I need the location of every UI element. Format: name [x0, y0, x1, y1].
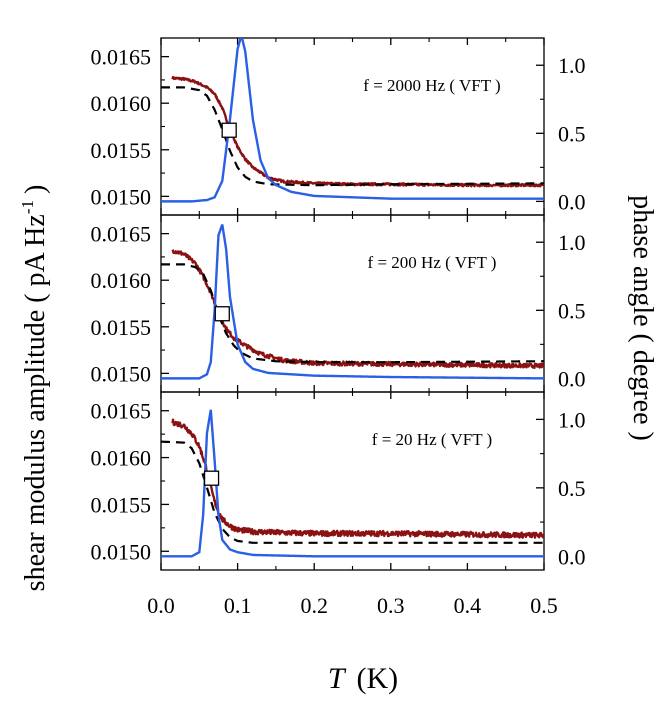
y-tick-label-left: 0.0165 — [91, 45, 152, 70]
y-tick-label-left: 0.0165 — [91, 222, 152, 247]
frequency-annotation: f = 200 Hz ( VFT ) — [368, 253, 497, 272]
vft-fit-curve — [161, 440, 544, 544]
panel-series-3 — [161, 409, 544, 558]
y-tick-label-right: 1.0 — [558, 407, 586, 432]
frequency-annotation: f = 20 Hz ( VFT ) — [372, 430, 492, 449]
y-tick-label-left: 0.0160 — [91, 268, 152, 293]
panel-series-2 — [161, 224, 544, 380]
x-tick-label: 0.4 — [454, 593, 482, 618]
y-tick-label-right: 0.0 — [558, 189, 586, 214]
x-axis-label-symbol: T — [328, 662, 347, 695]
y-tick-label-left: 0.0150 — [91, 539, 152, 564]
y-tick-label-left: 0.0155 — [91, 492, 152, 517]
y-tick-label-right: 1.0 — [558, 53, 586, 78]
crossover-marker — [214, 306, 230, 322]
crossover-marker — [221, 122, 237, 138]
amplitude-trace — [171, 418, 544, 539]
vft-fit-curve — [161, 263, 544, 364]
x-tick-labels: 0.0 0.1 0.2 0.3 0.4 0.5 — [147, 593, 558, 618]
y-tick-label-right: 0.0 — [558, 544, 586, 569]
phase-angle-curve — [161, 38, 544, 203]
y-tick-label-left: 0.0165 — [91, 399, 152, 424]
x-tick-label: 0.5 — [530, 593, 558, 618]
panel-3: 0.0150 0.0155 0.0160 0.0165 0.0 0.5 1.0 f = 20 … — [91, 392, 586, 570]
x-tick-label: 0.1 — [224, 593, 252, 618]
y-tick-label-left: 0.0155 — [91, 138, 152, 163]
y-axis-label-right: phase angle ( degree ) — [627, 195, 658, 441]
y-tick-label-left: 0.0150 — [91, 184, 152, 209]
panel-series-1 — [161, 38, 544, 203]
panel-frames — [160, 37, 545, 571]
amplitude-trace — [171, 75, 544, 188]
y-tick-label-left: 0.0160 — [91, 446, 152, 471]
x-tick-label: 0.3 — [377, 593, 405, 618]
panel-2: 0.0150 0.0155 0.0160 0.0165 0.0 0.5 1.0 f = 200… — [91, 215, 586, 392]
y-axis-label-left: shear modulus amplitude ( pA Hz-1) — [18, 185, 51, 592]
panel-1: 0.0150 0.0155 0.0160 0.0165 0.0 0.5 1.0 f = 200… — [91, 38, 586, 215]
x-tick-label: 0.0 — [147, 593, 175, 618]
y-axis-label-left-main: shear modulus amplitude ( pA Hz — [20, 214, 51, 591]
amplitude-trace — [171, 249, 544, 370]
y-tick-label-left: 0.0155 — [91, 315, 152, 340]
crossover-marker — [203, 470, 220, 486]
frequency-annotation: f = 2000 Hz ( VFT ) — [363, 76, 500, 95]
y-tick-label-right: 0.0 — [558, 366, 586, 391]
y-tick-label-right: 1.0 — [558, 230, 586, 255]
y-tick-label-left: 0.0160 — [91, 91, 152, 116]
phase-angle-curve — [161, 224, 544, 380]
x-axis-label-unit: (K) — [357, 662, 399, 695]
y-tick-label-right: 0.5 — [558, 476, 586, 501]
x-axis-label: T (K) — [328, 662, 398, 695]
phase-angle-curve — [161, 409, 544, 558]
y-axis-label-left-close: ) — [20, 185, 51, 194]
y-tick-label-left: 0.0150 — [91, 361, 152, 386]
y-tick-label-right: 0.5 — [558, 298, 586, 323]
x-tick-label: 0.2 — [300, 593, 328, 618]
y-axis-label-left-superscript: -1 — [18, 200, 37, 214]
y-tick-label-right: 0.5 — [558, 121, 586, 146]
